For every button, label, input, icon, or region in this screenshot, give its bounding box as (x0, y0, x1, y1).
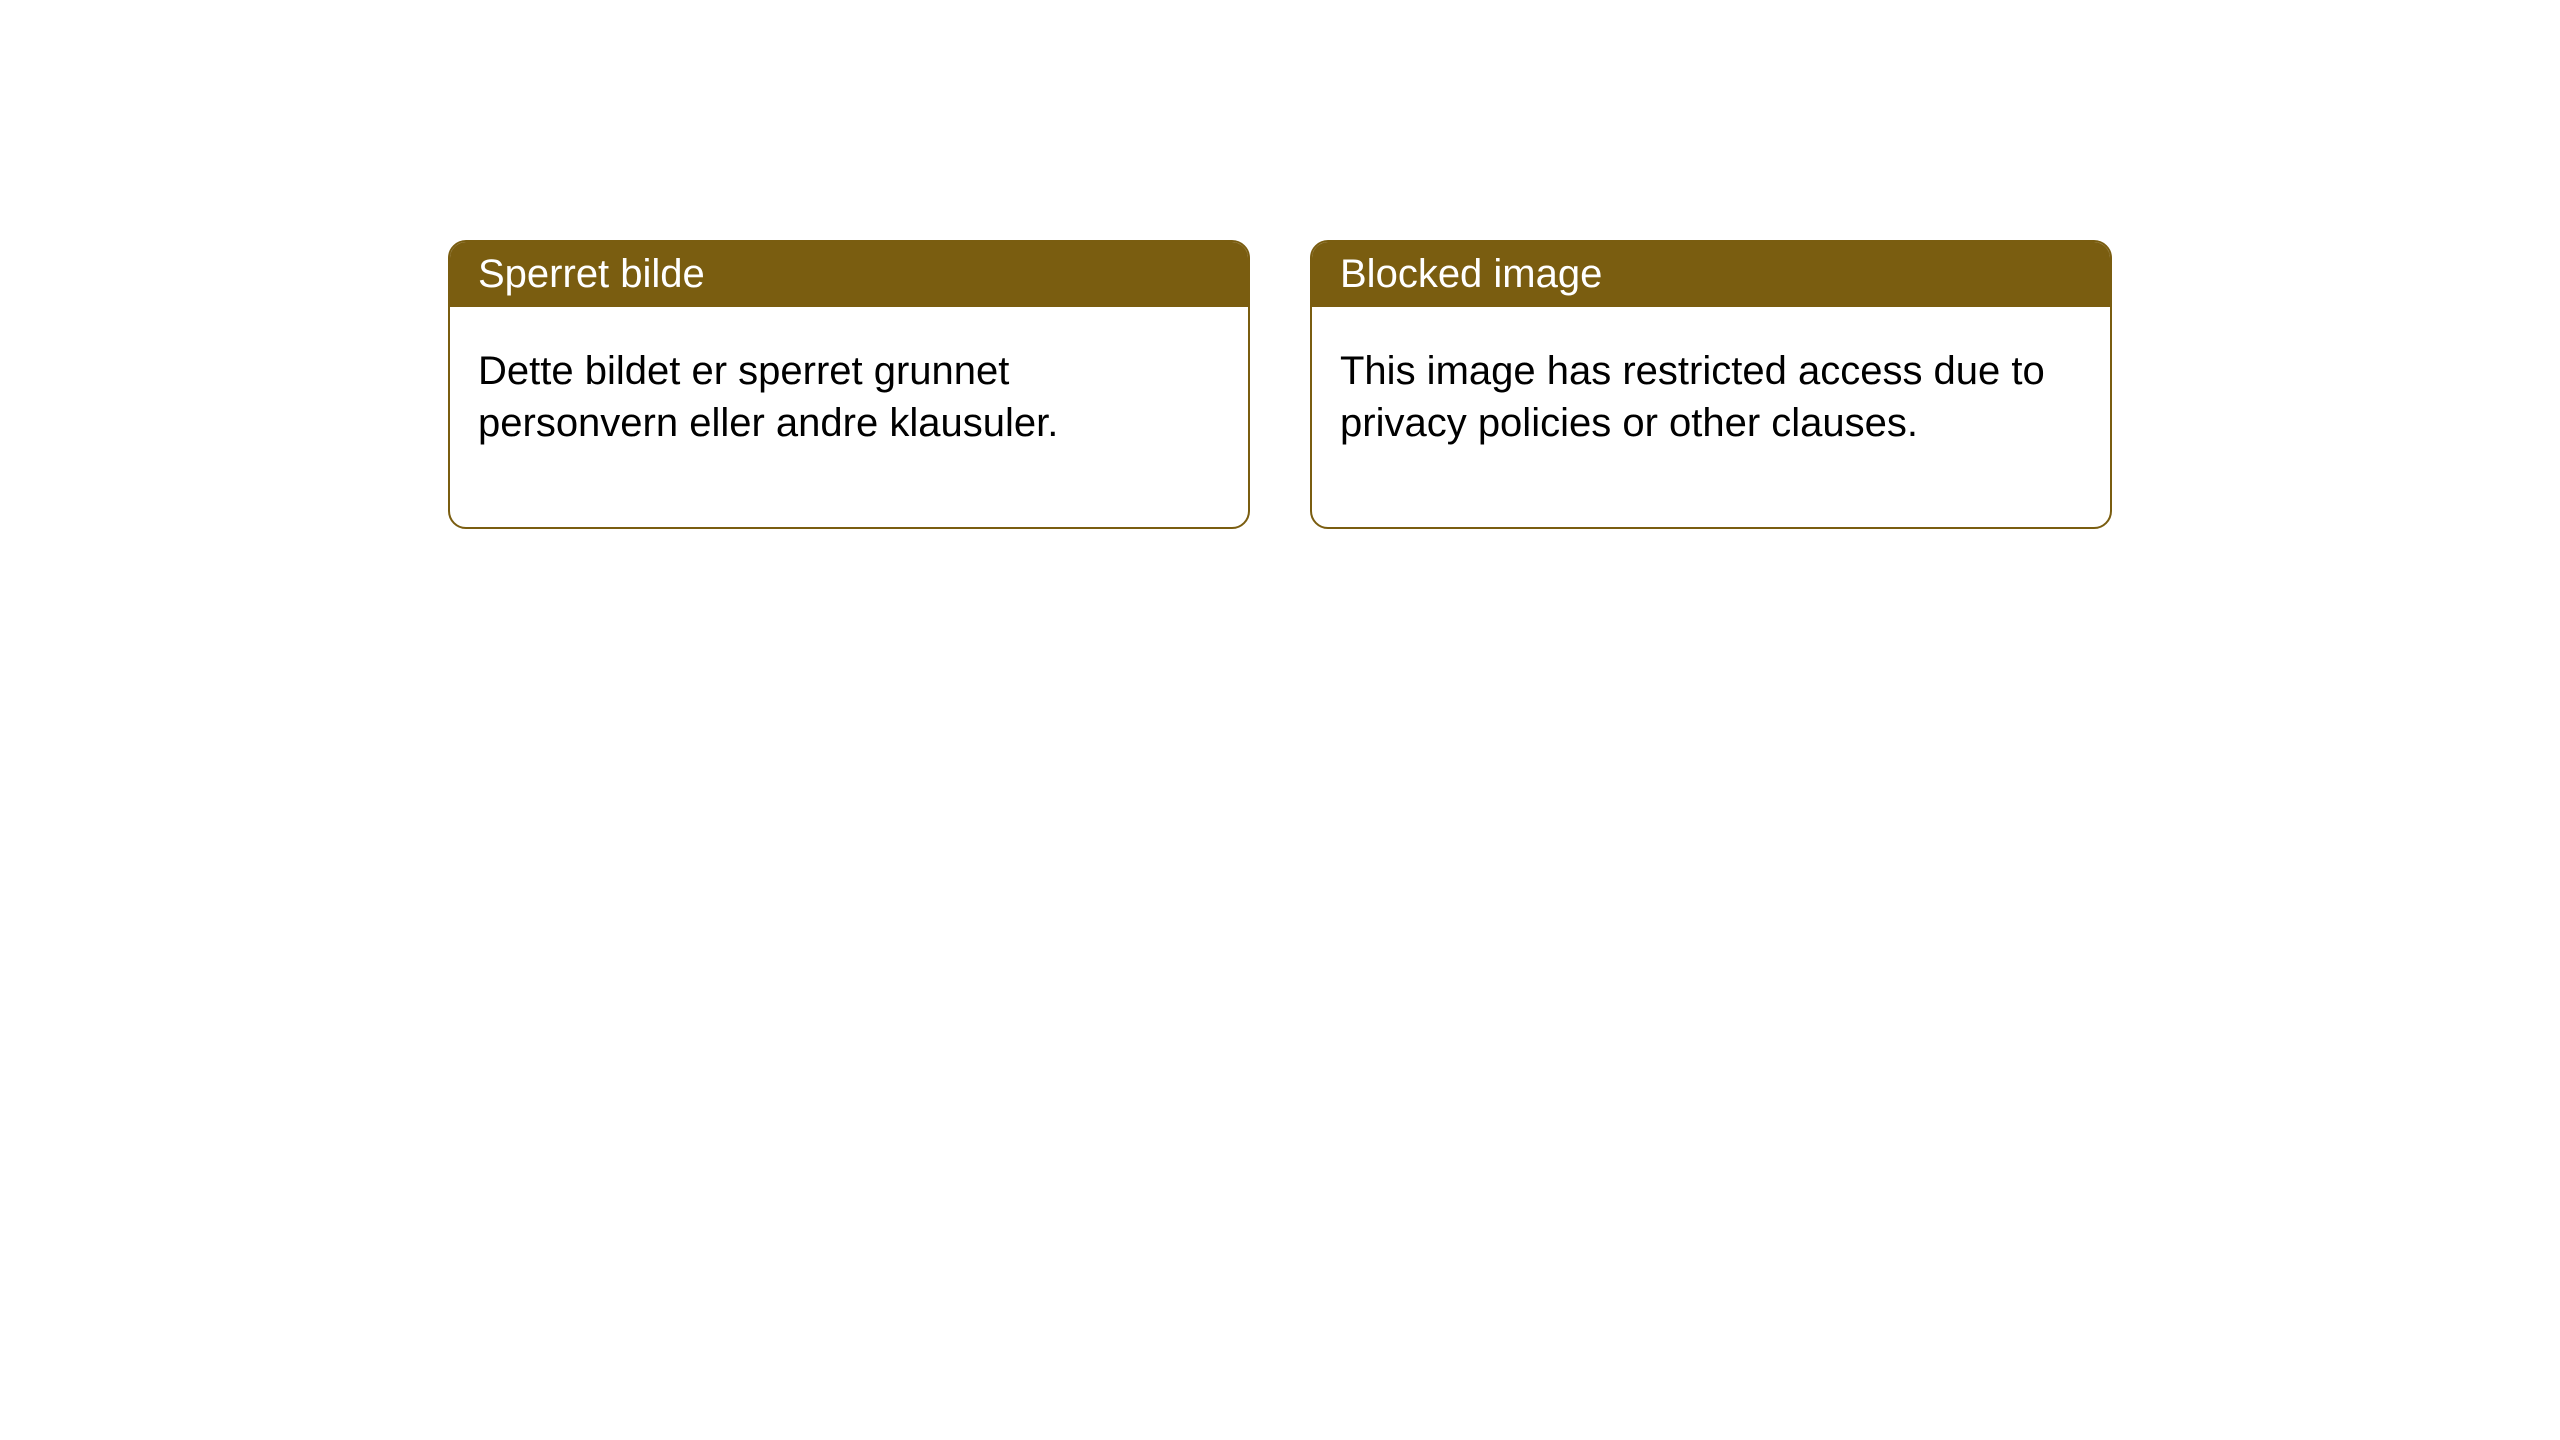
notice-body: Dette bildet er sperret grunnet personve… (450, 307, 1248, 527)
notice-box-norwegian: Sperret bilde Dette bildet er sperret gr… (448, 240, 1250, 529)
notice-container: Sperret bilde Dette bildet er sperret gr… (448, 240, 2112, 529)
notice-header: Sperret bilde (450, 242, 1248, 307)
notice-box-english: Blocked image This image has restricted … (1310, 240, 2112, 529)
notice-body: This image has restricted access due to … (1312, 307, 2110, 527)
notice-header: Blocked image (1312, 242, 2110, 307)
